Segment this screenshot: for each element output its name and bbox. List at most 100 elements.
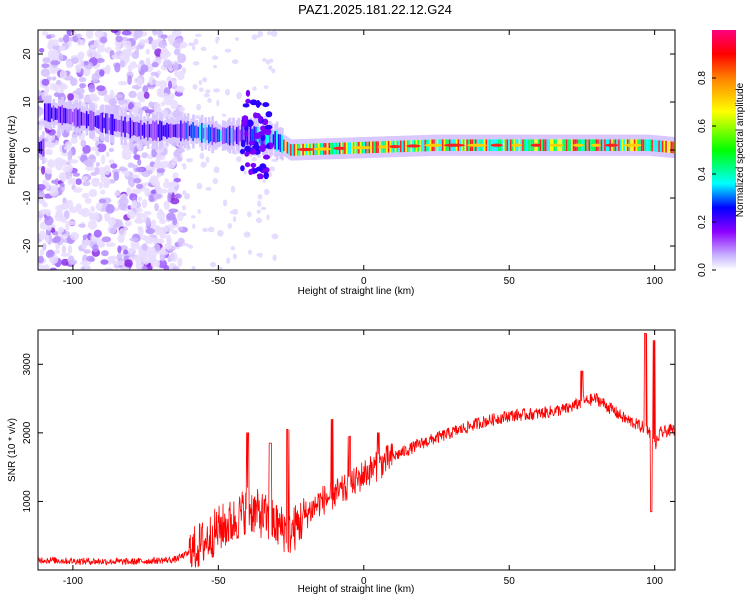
ridge-cell bbox=[43, 103, 47, 121]
noise-blob bbox=[38, 106, 44, 116]
noise-blob bbox=[94, 166, 100, 175]
noise-blob bbox=[136, 207, 143, 213]
ridge-cell bbox=[188, 125, 192, 137]
ridge-cell bbox=[660, 140, 663, 153]
noise-blob bbox=[39, 197, 45, 204]
noise-blob bbox=[195, 33, 202, 38]
ridge-cell bbox=[208, 124, 211, 144]
ridge-cell bbox=[284, 140, 288, 153]
noise-blob bbox=[137, 196, 143, 202]
noise-blob bbox=[82, 144, 91, 154]
noise-blob bbox=[171, 78, 177, 87]
ridge-cell bbox=[227, 126, 230, 145]
noise-blob bbox=[101, 236, 112, 243]
ridge-cell bbox=[213, 127, 216, 143]
ridge-cell bbox=[87, 114, 90, 127]
ridge-cell bbox=[562, 139, 565, 152]
noise-blob bbox=[119, 245, 128, 251]
noise-blob bbox=[159, 232, 167, 239]
ridge-cell bbox=[387, 140, 390, 153]
ridge-blob bbox=[253, 112, 258, 119]
snr-y-ticks: 1000 2000 3000 bbox=[22, 353, 675, 513]
noise-blob bbox=[42, 243, 47, 251]
noise-blob bbox=[81, 176, 88, 181]
noise-blob bbox=[162, 181, 173, 189]
noise-blob bbox=[215, 37, 219, 44]
noise-blob bbox=[230, 246, 236, 251]
noise-blob bbox=[128, 90, 137, 99]
noise-blob bbox=[86, 255, 95, 262]
noise-blob bbox=[221, 113, 227, 117]
ridge-cell bbox=[569, 139, 572, 152]
noise-blob bbox=[105, 203, 115, 214]
ridge-blob bbox=[245, 89, 251, 97]
noise-blob bbox=[87, 154, 97, 164]
noise-blob bbox=[86, 49, 96, 59]
ridge-cell bbox=[47, 103, 50, 122]
noise-blob bbox=[175, 193, 183, 199]
noise-blob bbox=[99, 36, 108, 44]
ridge-cell bbox=[98, 115, 101, 129]
noise-blob bbox=[56, 209, 64, 219]
ridge-cell bbox=[167, 124, 171, 138]
noise-blob bbox=[163, 200, 170, 210]
ridge-cell bbox=[197, 126, 200, 138]
noise-blob bbox=[44, 84, 50, 94]
noise-blob bbox=[200, 46, 207, 52]
noise-blob bbox=[177, 226, 184, 231]
noise-blob bbox=[196, 182, 203, 190]
noise-blob bbox=[38, 124, 43, 131]
snr-x-label: Height of straight line (km) bbox=[298, 584, 415, 595]
noise-blob bbox=[175, 85, 185, 93]
ridge-cell bbox=[99, 113, 103, 132]
ridge-cell bbox=[232, 125, 235, 146]
noise-blob bbox=[158, 226, 168, 235]
noise-blob bbox=[138, 251, 147, 259]
ridge-blob bbox=[248, 140, 255, 146]
noise-blob bbox=[126, 210, 136, 219]
noise-blob bbox=[54, 157, 64, 165]
noise-blob bbox=[121, 141, 131, 151]
noise-blob bbox=[162, 59, 173, 69]
ridge-cell bbox=[190, 124, 193, 139]
noise-blob bbox=[67, 175, 73, 186]
ridge-cell bbox=[119, 120, 122, 132]
noise-blob bbox=[222, 199, 228, 207]
ridge-cell bbox=[290, 144, 293, 156]
noise-blob bbox=[38, 184, 46, 191]
ridge-peak bbox=[590, 143, 601, 147]
y-tick-label: 10 bbox=[22, 96, 33, 108]
ridge-cell bbox=[169, 123, 172, 139]
noise-blob bbox=[108, 97, 118, 106]
ridge-cell bbox=[173, 124, 176, 137]
noise-blob bbox=[270, 30, 278, 37]
x-tick-label: 100 bbox=[646, 576, 663, 587]
noise-blob bbox=[243, 170, 247, 175]
noise-blob bbox=[182, 190, 187, 196]
noise-blob bbox=[141, 265, 148, 270]
noise-blob bbox=[151, 39, 158, 50]
noise-blob bbox=[90, 205, 96, 213]
noise-blob bbox=[111, 54, 119, 59]
ridge-cell bbox=[239, 129, 242, 142]
noise-blob bbox=[98, 198, 106, 204]
noise-blob bbox=[100, 259, 109, 265]
ridge-cell bbox=[160, 121, 164, 141]
ridge-cell bbox=[96, 115, 99, 129]
noise-blob bbox=[123, 49, 131, 59]
ridge-cell bbox=[50, 107, 54, 119]
ridge-cell bbox=[153, 121, 157, 140]
noise-blob bbox=[54, 235, 61, 243]
noise-blob bbox=[144, 235, 154, 245]
spectrogram-x-ticks: -100 -50 0 50 100 bbox=[63, 30, 663, 287]
noise-blob bbox=[67, 255, 75, 265]
ridge-cell bbox=[218, 129, 221, 142]
ridge-cell bbox=[405, 140, 408, 153]
noise-blob bbox=[54, 178, 60, 186]
noise-blob bbox=[81, 239, 88, 250]
ridge-cell bbox=[293, 144, 296, 156]
noise-blob bbox=[91, 72, 100, 83]
noise-blob bbox=[128, 162, 135, 168]
ridge-cell bbox=[373, 141, 377, 154]
spectrogram-y-label: Frequency (Hz) bbox=[7, 116, 18, 185]
